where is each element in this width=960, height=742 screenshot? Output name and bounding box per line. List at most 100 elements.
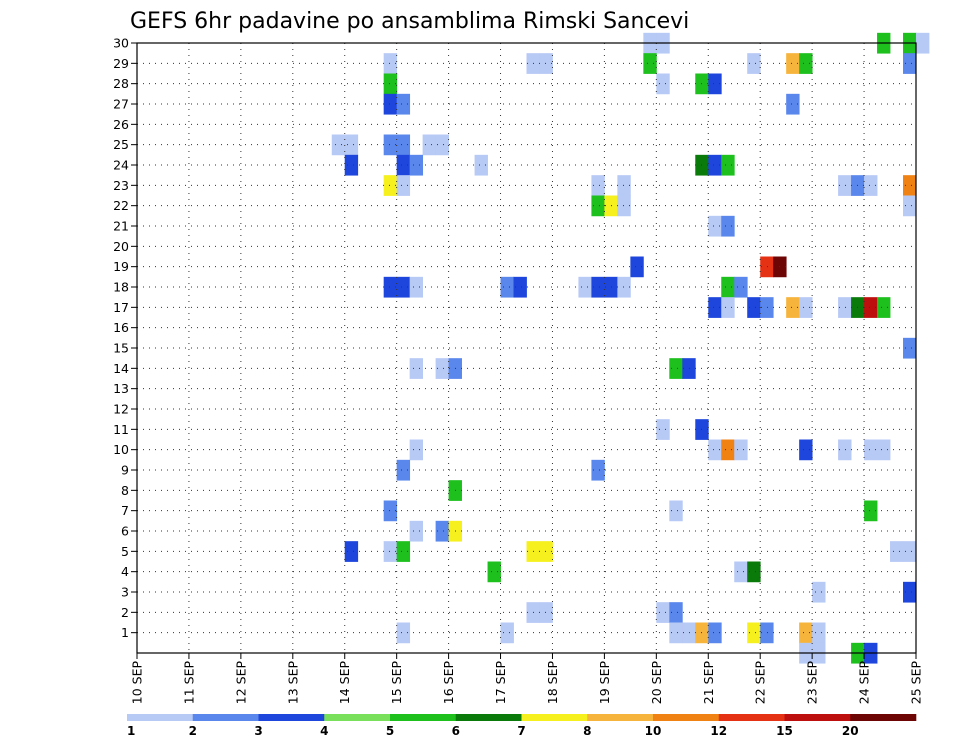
heatmap-cell xyxy=(500,622,514,644)
y-tick-label: 24 xyxy=(113,158,129,173)
x-tick-label: 24 SEP xyxy=(857,661,872,705)
heatmap-cell xyxy=(708,73,722,95)
x-tick-label: 19 SEP xyxy=(597,661,612,705)
heatmap-cell xyxy=(708,622,722,644)
heatmap-cell xyxy=(591,195,605,217)
heatmap-cell xyxy=(903,53,917,74)
heatmap-cell xyxy=(877,297,891,318)
heatmap-cell xyxy=(617,276,631,298)
heatmap-cell xyxy=(656,419,670,440)
heatmap-cell xyxy=(903,175,917,196)
heatmap-cell xyxy=(396,541,411,562)
heatmap-cell xyxy=(799,53,813,74)
x-tick-label: 21 SEP xyxy=(701,661,716,705)
heatmap-cell xyxy=(630,256,644,278)
heatmap-cell xyxy=(409,276,424,298)
y-tick-label: 14 xyxy=(113,361,129,376)
heatmap-cell xyxy=(760,297,774,318)
heatmap-cell xyxy=(903,581,917,603)
heatmap-cell xyxy=(344,154,359,176)
heatmap-cell xyxy=(747,561,761,583)
heatmap-cell xyxy=(838,175,852,196)
heatmap-cell xyxy=(591,459,605,481)
heatmap-cell xyxy=(721,215,735,237)
legend-label: 20 xyxy=(842,724,859,738)
heatmap-cell xyxy=(331,134,346,156)
heatmap-cell xyxy=(396,93,411,115)
legend-swatch xyxy=(521,714,588,721)
y-tick-label: 18 xyxy=(113,280,129,295)
heatmap-cell xyxy=(903,541,917,562)
y-tick-label: 17 xyxy=(113,300,129,315)
heatmap-cell xyxy=(383,500,398,522)
heatmap-cell xyxy=(344,541,359,562)
heatmap-cell xyxy=(903,337,917,359)
heatmap-cell xyxy=(734,561,748,583)
y-tick-label: 5 xyxy=(121,544,129,559)
x-tick-label: 20 SEP xyxy=(649,661,664,705)
legend-label: 7 xyxy=(517,724,525,738)
heatmap-cell xyxy=(708,439,722,461)
heatmap-cell xyxy=(656,73,670,95)
x-tick-label: 13 SEP xyxy=(285,661,300,705)
heatmap-cell xyxy=(669,622,683,644)
y-tick-label: 23 xyxy=(113,178,129,193)
y-tick-label: 10 xyxy=(113,442,129,457)
heatmap-cell xyxy=(916,32,930,54)
heatmap-cell xyxy=(591,276,605,298)
x-axis: 10 SEP 11 SEP 12 SEP 13 SEP 14 SEP 15 SEP 16 S… xyxy=(130,653,924,704)
x-tick-label: 10 SEP xyxy=(130,661,145,705)
heatmap-cell xyxy=(799,622,813,644)
heatmap-cell xyxy=(344,134,359,156)
heatmap-cell xyxy=(383,53,398,74)
heatmap-cell xyxy=(500,276,514,298)
heatmap-cell xyxy=(383,276,398,298)
heatmap-cell xyxy=(487,561,501,583)
legend-swatch xyxy=(850,714,917,721)
heatmap-cell xyxy=(799,439,813,461)
y-tick-label: 26 xyxy=(113,117,129,132)
heatmap-cell xyxy=(786,53,800,74)
legend-label: 5 xyxy=(386,724,394,738)
legend-label: 10 xyxy=(645,724,662,738)
heatmap-cell xyxy=(409,154,424,176)
legend-label: 2 xyxy=(189,724,197,738)
heatmap-cell xyxy=(396,175,411,196)
heatmap-cell xyxy=(708,154,722,176)
heatmap-cell xyxy=(383,73,398,95)
heatmap-cell xyxy=(474,154,488,176)
heatmap-cell xyxy=(396,459,411,481)
heatmap-cell xyxy=(864,500,878,522)
heatmap-cell xyxy=(643,53,657,74)
y-tick-label: 20 xyxy=(113,239,129,254)
heatmap-cell xyxy=(890,541,904,562)
heatmap-cell xyxy=(838,297,852,318)
heatmap-cell xyxy=(877,439,891,461)
heatmap-cell xyxy=(721,297,735,318)
heatmap-cell xyxy=(812,581,826,603)
y-tick-label: 8 xyxy=(121,483,129,498)
heatmap-cell xyxy=(396,622,411,644)
y-tick-label: 30 xyxy=(113,36,129,51)
heatmap-cell xyxy=(396,154,411,176)
heatmap-cell xyxy=(786,93,800,115)
heatmap-cell xyxy=(903,195,917,217)
legend-label: 8 xyxy=(583,724,591,738)
heatmap-cell xyxy=(383,93,398,115)
y-tick-label: 3 xyxy=(121,585,129,600)
x-tick-label: 22 SEP xyxy=(753,661,768,705)
heatmap-cell xyxy=(812,622,826,644)
heatmap-cell xyxy=(656,602,670,623)
legend-swatch xyxy=(718,714,785,721)
y-tick-label: 21 xyxy=(113,219,129,234)
x-tick-label: 25 SEP xyxy=(909,661,924,705)
heatmap-cell xyxy=(383,134,398,156)
heatmap-cell xyxy=(760,256,774,278)
y-tick-label: 4 xyxy=(121,564,129,579)
heatmap-cell xyxy=(838,439,852,461)
heatmap-cell xyxy=(747,622,761,644)
heatmap-cell xyxy=(864,297,878,318)
heatmap-cell xyxy=(669,500,683,522)
heatmap-cell xyxy=(734,276,748,298)
legend-swatch xyxy=(258,714,325,721)
